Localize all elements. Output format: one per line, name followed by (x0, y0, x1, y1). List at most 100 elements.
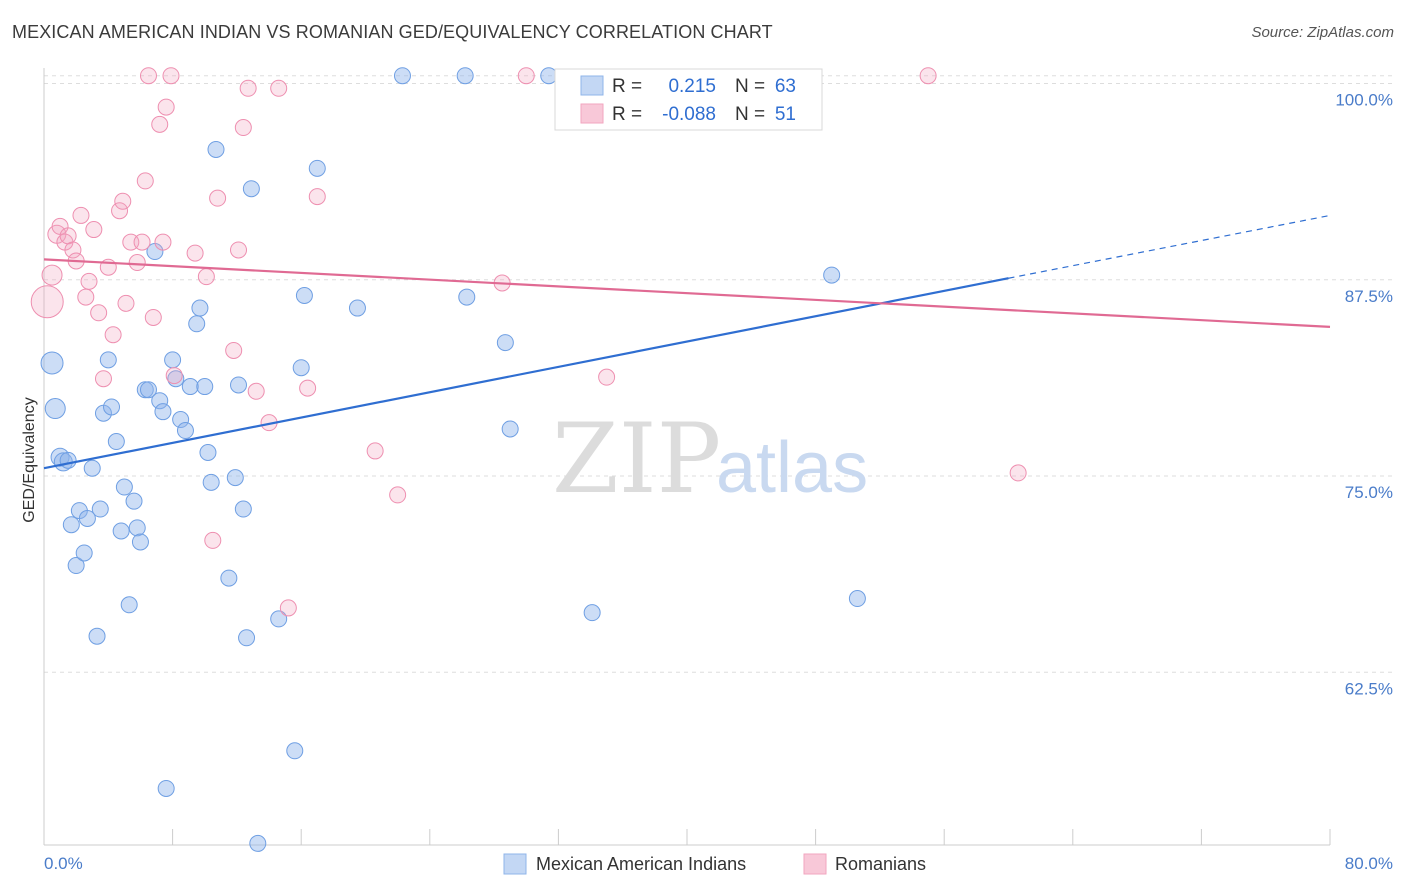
blue-data-point (99, 351, 117, 369)
blue-data-point (196, 378, 214, 396)
blue-data-point (456, 67, 474, 85)
pink-data-point (186, 244, 204, 262)
blue-data-point (292, 359, 310, 377)
blue-data-point (191, 299, 209, 317)
blue-data-point (226, 469, 244, 487)
pink-data-point (234, 119, 252, 137)
chart-title: MEXICAN AMERICAN INDIAN VS ROMANIAN GED/… (12, 22, 773, 42)
watermark-zip: ZIP (552, 403, 721, 515)
y-tick-label: 87.5% (1345, 287, 1393, 306)
blue-data-point (40, 351, 64, 375)
blue-data-point (62, 516, 80, 534)
pink-data-point (151, 115, 169, 133)
x-tick-label-max: 80.0% (1345, 854, 1393, 873)
pink-data-point (165, 367, 183, 385)
pink-data-point (41, 264, 63, 286)
pink-data-point (136, 172, 154, 190)
y-tick-label: 75.0% (1345, 483, 1393, 502)
blue-data-point (115, 478, 133, 496)
pink-data-point (230, 241, 248, 259)
blue-data-point (107, 433, 125, 451)
blue-data-point (83, 459, 101, 477)
pink-data-point (59, 227, 77, 245)
series-legend-label-blue: Mexican American Indians (536, 854, 746, 874)
blue-data-point (393, 67, 411, 85)
points-layer (30, 67, 1027, 852)
y-tick-label: 62.5% (1345, 679, 1393, 698)
blue-data-point (164, 351, 182, 369)
blue-data-point (199, 444, 217, 461)
blue-data-point (188, 315, 206, 333)
blue-data-point (125, 492, 143, 510)
pink-data-point (94, 370, 112, 388)
blue-data-point (286, 742, 304, 760)
blue-data-point (308, 159, 326, 177)
legend-r-value-pink: -0.088 (662, 104, 716, 125)
pink-data-point (197, 268, 215, 286)
blue-data-point (103, 398, 121, 416)
legend-swatch-pink (580, 103, 604, 124)
legend-r-label-blue: R = (612, 76, 642, 97)
blue-data-point (501, 420, 519, 438)
legend-swatch-blue (580, 75, 604, 96)
blue-data-point (848, 590, 866, 608)
pink-data-point (85, 221, 103, 239)
blue-data-point (823, 266, 841, 284)
pink-data-point (77, 288, 95, 306)
pink-data-point (279, 599, 297, 617)
pink-data-point (64, 241, 82, 259)
blue-data-point (207, 140, 225, 158)
pink-data-point (30, 285, 64, 319)
legend-r-value-blue: 0.215 (668, 76, 716, 97)
blue-data-point (59, 451, 77, 469)
blue-data-point (496, 334, 514, 352)
series-legend-label-pink: Romanians (835, 854, 926, 874)
pink-data-point (133, 233, 151, 251)
trend-layer (43, 214, 1331, 470)
blue-data-point (128, 519, 146, 537)
blue-data-point (139, 381, 157, 399)
grid-layer (44, 75, 1393, 673)
pink-data-point (111, 202, 129, 220)
pink-data-point (139, 67, 157, 85)
pink-data-point (270, 79, 288, 97)
blue-trend-extension (1008, 214, 1331, 279)
pink-data-point (104, 326, 122, 344)
legend-n-label-pink: N = (735, 104, 765, 125)
blue-data-point (78, 509, 96, 527)
pink-data-point (919, 67, 937, 85)
blue-data-point (181, 378, 199, 396)
blue-data-point (238, 629, 256, 647)
pink-data-point (90, 304, 108, 322)
watermark-atlas: atlas (716, 428, 868, 508)
chart-source: Source: ZipAtlas.com (1251, 24, 1394, 41)
pink-data-point (117, 294, 135, 312)
blue-data-point (172, 411, 190, 429)
blue-data-point (154, 403, 172, 421)
blue-data-point (230, 376, 248, 394)
blue-data-point (242, 180, 260, 198)
pink-data-point (204, 531, 222, 549)
blue-data-point (91, 500, 109, 518)
blue-data-point (348, 299, 366, 317)
axis-layer (43, 68, 1331, 846)
pink-data-point (114, 192, 132, 210)
y-tick-label: 100.0% (1335, 91, 1393, 110)
blue-trend-line (43, 277, 1009, 470)
blue-data-point (202, 473, 220, 491)
blue-data-point (458, 288, 476, 306)
blue-data-point (131, 533, 149, 551)
pink-data-point (598, 368, 616, 386)
blue-data-point (249, 834, 267, 852)
pink-data-point (72, 206, 90, 224)
blue-data-point (112, 522, 130, 540)
blue-data-point (120, 596, 138, 614)
pink-data-point (157, 98, 175, 116)
correlation-legend: R = 0.215 N = 63 R = -0.088 N = 51 (554, 68, 823, 131)
pink-data-point (1009, 464, 1027, 482)
pink-data-point (517, 67, 535, 85)
pink-data-point (366, 442, 384, 460)
legend-n-value-pink: 51 (775, 104, 796, 125)
x-tick-label-min: 0.0% (44, 854, 83, 873)
